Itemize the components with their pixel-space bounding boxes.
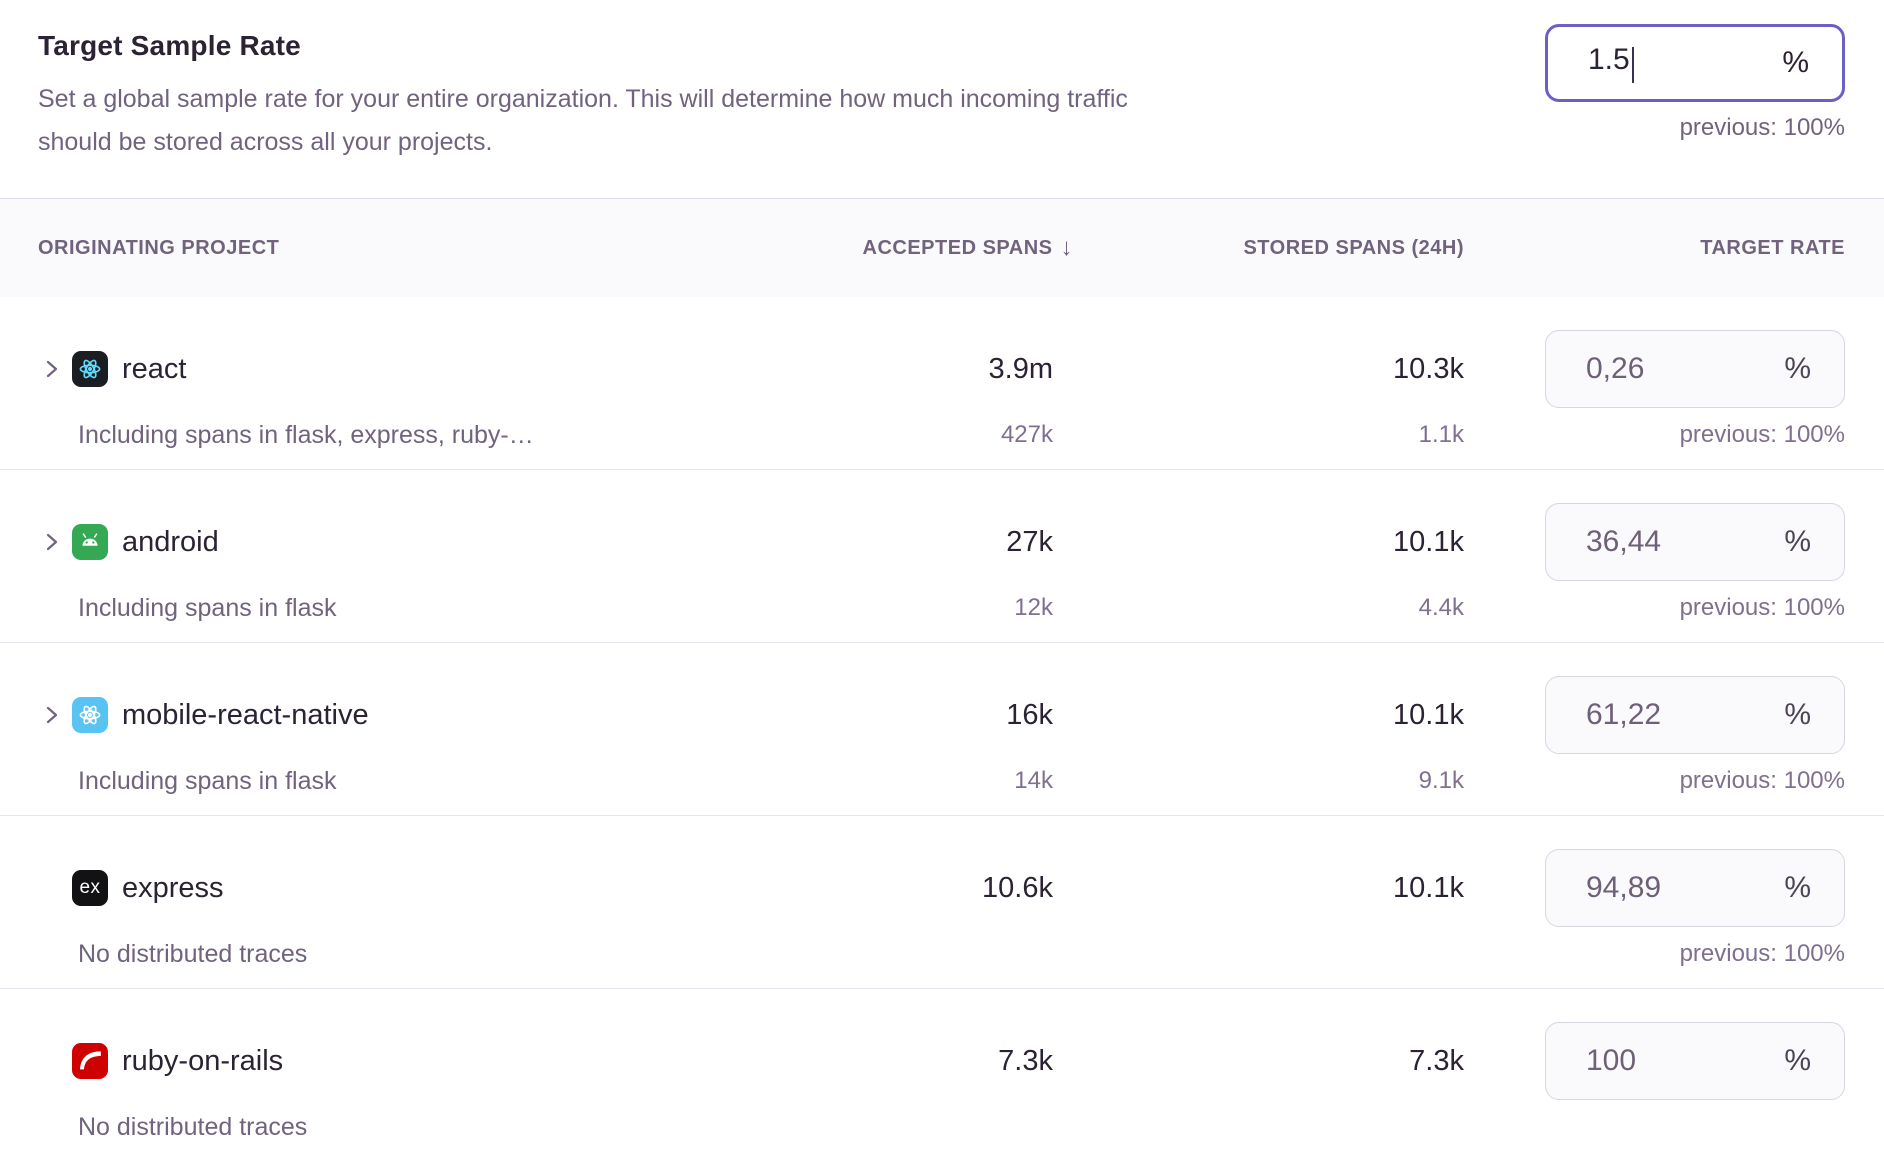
previous-rate-label: previous: 100% — [1679, 940, 1845, 967]
previous-rate-label: previous: 100% — [1679, 594, 1845, 621]
stored-spans-value: 10.1k — [1393, 698, 1464, 731]
project-name: express — [122, 871, 224, 904]
accepted-spans-value: 16k — [1006, 698, 1053, 731]
column-target-rate: TARGET RATE — [1700, 236, 1845, 259]
target-sample-rate-section: Target Sample Rate Set a global sample r… — [0, 0, 1884, 198]
project-platform-icon — [72, 351, 108, 387]
column-stored-spans: STORED SPANS (24H) — [1243, 236, 1464, 259]
stored-spans-value: 10.3k — [1393, 352, 1464, 385]
expand-chevron-icon[interactable] — [40, 703, 64, 727]
project-rate-input[interactable]: 0,26 % — [1545, 330, 1845, 408]
project-platform-icon — [72, 524, 108, 560]
express-icon-label: ex — [79, 877, 101, 898]
global-sample-rate-value: 1.5 — [1588, 43, 1630, 77]
percent-suffix: % — [1784, 871, 1811, 904]
project-rate-value: 0,26 — [1586, 352, 1645, 385]
table-row: mobile-react-native 16k 10.1k 61,22 % In… — [0, 643, 1884, 816]
project-name: android — [122, 525, 219, 558]
stored-spans-value: 10.1k — [1393, 525, 1464, 558]
table-header: ORIGINATING PROJECT ACCEPTED SPANS ↓ STO… — [0, 198, 1884, 297]
percent-suffix: % — [1784, 525, 1811, 558]
project-rate-value: 100 — [1586, 1044, 1637, 1077]
previous-rate-label: previous: 100% — [1679, 114, 1845, 141]
project-platform-icon — [72, 697, 108, 733]
previous-rate-label: previous: 100% — [1679, 767, 1845, 794]
stored-spans-subvalue: 9.1k — [1418, 767, 1464, 794]
stored-spans-subvalue: 4.4k — [1418, 594, 1464, 621]
percent-suffix: % — [1784, 1044, 1811, 1077]
global-sample-rate-input[interactable]: 1.5 % — [1545, 24, 1845, 102]
project-platform-icon — [72, 1043, 108, 1079]
accepted-spans-value: 3.9m — [988, 352, 1053, 385]
project-rate-input[interactable]: 94,89 % — [1545, 849, 1845, 927]
stored-spans-value: 10.1k — [1393, 871, 1464, 904]
table-row: ex express 10.6k 10.1k 94,89 % No distri… — [0, 816, 1884, 989]
accepted-spans-subvalue: 12k — [1014, 594, 1053, 621]
column-originating-project: ORIGINATING PROJECT — [38, 236, 280, 259]
expand-chevron-icon[interactable] — [40, 530, 64, 554]
project-table-body: react 3.9m 10.3k 0,26 % Including spans … — [0, 297, 1884, 1160]
percent-suffix: % — [1784, 352, 1811, 385]
percent-suffix: % — [1784, 698, 1811, 731]
project-subtitle: No distributed traces — [78, 939, 308, 968]
column-accepted-spans[interactable]: ACCEPTED SPANS ↓ — [862, 234, 1073, 261]
project-subtitle: Including spans in flask — [78, 766, 337, 795]
text-cursor — [1631, 46, 1634, 83]
accepted-spans-subvalue: 427k — [1000, 421, 1053, 448]
page-description: Set a global sample rate for your entire… — [38, 85, 1128, 156]
project-name: mobile-react-native — [122, 698, 369, 731]
project-name: react — [122, 352, 187, 385]
expand-chevron-icon[interactable] — [40, 357, 64, 381]
stored-spans-subvalue: 1.1k — [1418, 421, 1464, 448]
page-title: Target Sample Rate — [38, 30, 301, 61]
project-rate-input[interactable]: 61,22 % — [1545, 676, 1845, 754]
accepted-spans-subvalue: 14k — [1014, 767, 1053, 794]
project-name: ruby-on-rails — [122, 1044, 284, 1077]
accepted-spans-value: 27k — [1006, 525, 1053, 558]
percent-suffix: % — [1782, 46, 1809, 79]
project-subtitle: Including spans in flask, express, ruby-… — [78, 420, 534, 449]
stored-spans-value: 7.3k — [1409, 1044, 1464, 1077]
project-rate-input[interactable]: 100 % — [1545, 1022, 1845, 1100]
previous-rate-label: previous: 100% — [1679, 421, 1845, 448]
project-rate-value: 94,89 — [1586, 871, 1662, 904]
table-row: react 3.9m 10.3k 0,26 % Including spans … — [0, 297, 1884, 470]
accepted-spans-value: 10.6k — [982, 871, 1053, 904]
project-subtitle: No distributed traces — [78, 1112, 308, 1141]
table-row: android 27k 10.1k 36,44 % Including span… — [0, 470, 1884, 643]
project-subtitle: Including spans in flask — [78, 593, 337, 622]
project-platform-icon: ex — [72, 870, 108, 906]
project-rate-value: 36,44 — [1586, 525, 1662, 558]
project-rate-input[interactable]: 36,44 % — [1545, 503, 1845, 581]
project-rate-value: 61,22 — [1586, 698, 1662, 731]
sort-descending-icon: ↓ — [1060, 234, 1073, 261]
table-row: ruby-on-rails 7.3k 7.3k 100 % No distrib… — [0, 989, 1884, 1160]
accepted-spans-value: 7.3k — [998, 1044, 1053, 1077]
